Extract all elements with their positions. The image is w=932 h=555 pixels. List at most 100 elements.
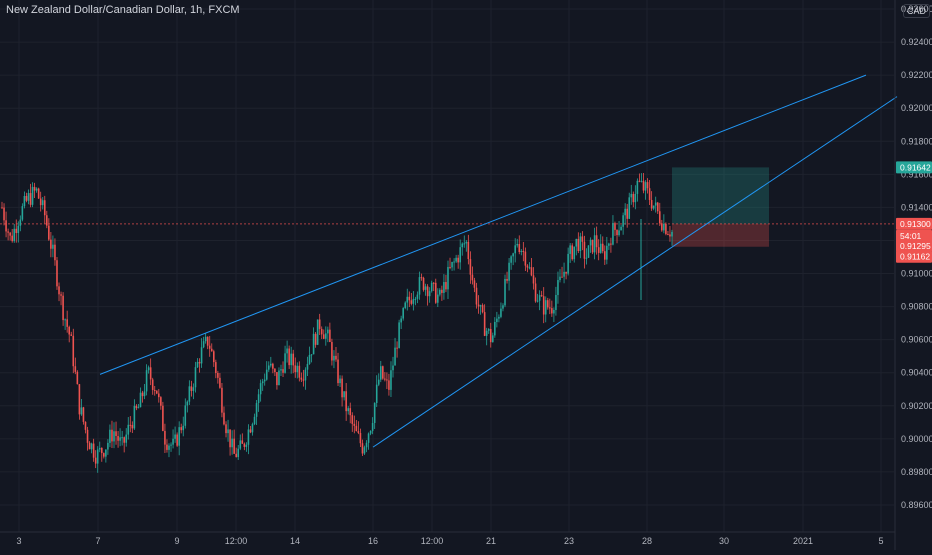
candle-body [322,334,325,339]
candle-body [329,329,331,343]
candle-body [298,365,301,378]
candle-body [194,367,197,388]
candle-body [19,219,22,226]
upper-trendline[interactable] [99,74,867,375]
candle-body [186,401,189,406]
candle-body [534,283,537,302]
candle-body [577,238,580,252]
candle-body [471,274,474,281]
candle-body [650,200,653,209]
candle-body [540,295,543,297]
candle-body [239,440,242,449]
candle-body [221,387,223,413]
y-tick-label: 0.91000 [901,269,932,279]
candle-body [310,354,313,356]
candle-body [361,443,364,454]
x-tick-label: 21 [486,536,496,546]
price-label-countdown: 54:01 [900,231,922,241]
candle-body [164,430,166,445]
candle-body [160,397,162,406]
candle-body [402,308,404,319]
candle-body [249,429,252,433]
candle-body [644,182,647,191]
candle-body [524,251,527,266]
candle-body [170,444,172,446]
candle-body [441,289,443,293]
candle-body [46,215,48,226]
candle-body [109,429,111,443]
currency-badge[interactable]: CAD [903,4,931,18]
candle-body [475,287,478,305]
candle-body [477,304,480,307]
candle-body [80,407,83,415]
trendlines[interactable] [99,74,898,448]
candle-body [135,405,138,409]
candle-body [139,392,142,408]
candle-body [549,307,551,309]
candle-body [23,195,26,207]
candle-body [129,424,132,426]
candle-body [373,402,376,423]
candle-body [608,243,610,246]
candle-body [286,348,288,354]
candle-body [544,300,547,315]
candle-body [382,366,384,379]
candle-body [9,232,11,236]
candle-body [125,434,128,443]
y-tick-label: 0.89600 [901,500,932,510]
candle-body [489,329,492,343]
candle-body [206,336,209,346]
x-tick-label: 23 [564,536,574,546]
candle-body [284,353,286,373]
candle-body [100,447,103,454]
candle-body [217,373,219,378]
candle-body [669,234,671,237]
candle-body [526,265,529,268]
candle-body [555,294,557,310]
candle-body [198,361,201,364]
x-tick-label: 12:00 [421,536,444,546]
candle-body [455,257,457,262]
candle-body [563,271,565,277]
candle-body [296,365,299,373]
candle-body [253,416,256,425]
candle-body [335,355,337,360]
candle-body [337,359,339,384]
candle-body [282,369,284,373]
candle-body [426,286,429,297]
candle-body [367,433,370,443]
candle-body [78,384,81,415]
candle-body [15,228,18,234]
candle-body [278,370,280,386]
candle-body [616,229,618,236]
lower-trendline[interactable] [372,96,898,448]
candle-body [408,296,411,301]
candle-body [585,257,588,259]
candle-body [208,345,211,349]
candle-body [371,422,374,431]
candle-body [414,298,417,300]
candle-body [437,294,439,303]
candle-body [538,295,541,301]
candle-body [92,443,95,458]
candle-body [72,335,75,367]
candle-body [459,247,462,263]
candle-body [457,257,459,263]
candle-body [614,223,616,230]
candle-body [21,206,24,220]
candle-body [487,329,490,331]
candle-body [603,251,606,260]
candle-body [29,193,32,205]
candle-body [557,280,559,295]
candle-body [113,431,115,442]
candle-body [599,243,602,253]
candle-body [52,244,54,249]
y-tick-label: 0.89800 [901,467,932,477]
candle-body [74,366,77,372]
candle-body [618,230,620,236]
candle-body [168,445,170,450]
candle-body [579,236,582,252]
